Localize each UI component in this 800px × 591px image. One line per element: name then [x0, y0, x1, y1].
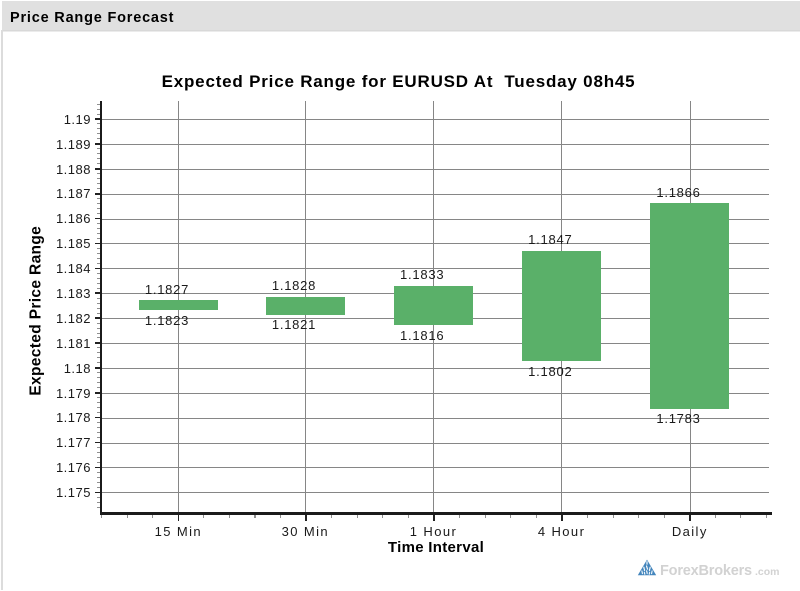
svg-text:ForexBrokers: ForexBrokers [660, 563, 752, 579]
svg-text:.com: .com [755, 566, 779, 578]
